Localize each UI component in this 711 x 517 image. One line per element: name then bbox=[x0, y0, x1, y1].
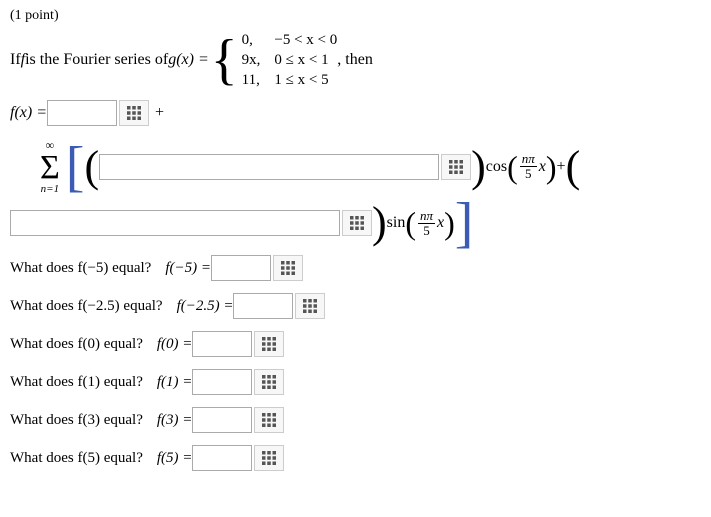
question-text: What does f(0) equal? bbox=[10, 336, 143, 353]
cos-text: cos bbox=[486, 158, 507, 176]
piece-val-2: 11, bbox=[242, 70, 261, 90]
question-text: What does f(1) equal? bbox=[10, 374, 143, 391]
answer-input[interactable] bbox=[192, 407, 252, 433]
close-paren-sin: ) bbox=[372, 205, 387, 241]
open-paren-cos: ( bbox=[84, 149, 99, 185]
piece-conditions: −5 < x < 0 0 ≤ x < 1 1 ≤ x < 5 bbox=[274, 30, 337, 90]
sin-text: sin bbox=[387, 214, 406, 232]
question-eq: f(−5) = bbox=[165, 260, 211, 277]
question-text: What does f(−5) equal? bbox=[10, 260, 151, 277]
question-row: What does f(5) equal? f(5) = bbox=[10, 445, 701, 471]
intro-mid: is the Fourier series of bbox=[25, 51, 168, 69]
question-row: What does f(3) equal? f(3) = bbox=[10, 407, 701, 433]
answer-input[interactable] bbox=[192, 331, 252, 357]
sin-arg-close: ) bbox=[444, 209, 455, 237]
cos-frac-num: nπ bbox=[520, 152, 537, 167]
sin-coef-input[interactable] bbox=[10, 210, 340, 236]
answer-input[interactable] bbox=[233, 293, 293, 319]
piece-cond-2: 1 ≤ x < 5 bbox=[274, 70, 337, 90]
series-line-1: ∞ Σ n=1 [ ( ) cos ( nπ 5 x ) + ( bbox=[40, 138, 701, 195]
question-eq: f(0) = bbox=[157, 336, 193, 353]
keypad-button[interactable] bbox=[273, 255, 303, 281]
then-text: , then bbox=[337, 51, 373, 69]
sin-frac-num: nπ bbox=[418, 209, 435, 224]
question-row: What does f(−5) equal? f(−5) = bbox=[10, 255, 701, 281]
points-label: (1 point) bbox=[10, 8, 701, 24]
open-paren-sin-start: ( bbox=[566, 149, 581, 185]
fx-equals-row: f(x) = + bbox=[10, 100, 701, 126]
intro-prefix: If bbox=[10, 51, 21, 69]
piece-val-1: 9x, bbox=[242, 50, 261, 70]
gx-eq: g(x) = bbox=[168, 51, 209, 69]
cos-coef-input[interactable] bbox=[99, 154, 439, 180]
left-brace: { bbox=[211, 36, 238, 84]
answer-input[interactable] bbox=[211, 255, 271, 281]
sigma-symbol: Σ bbox=[40, 153, 60, 183]
keypad-button[interactable] bbox=[254, 445, 284, 471]
problem-statement: If f is the Fourier series of g(x) = { 0… bbox=[10, 30, 701, 90]
question-row: What does f(0) equal? f(0) = bbox=[10, 331, 701, 357]
cos-arg-close: ) bbox=[546, 153, 557, 181]
keypad-button-a0[interactable] bbox=[119, 100, 149, 126]
plus-after-a0: + bbox=[155, 104, 164, 122]
question-text: What does f(−2.5) equal? bbox=[10, 298, 163, 315]
cos-frac-den: 5 bbox=[523, 167, 534, 181]
cos-arg-open: ( bbox=[507, 153, 518, 181]
question-text: What does f(5) equal? bbox=[10, 450, 143, 467]
piecewise-def: { 0, 9x, 11, −5 < x < 0 0 ≤ x < 1 1 ≤ x … bbox=[209, 30, 338, 90]
question-eq: f(1) = bbox=[157, 374, 193, 391]
sigma-bottom: n=1 bbox=[41, 183, 59, 195]
open-bracket: [ bbox=[66, 147, 85, 187]
keypad-button[interactable] bbox=[254, 331, 284, 357]
piece-cond-0: −5 < x < 0 bbox=[274, 30, 337, 50]
keypad-button-sin[interactable] bbox=[342, 210, 372, 236]
series-line-2: ) sin ( nπ 5 x ) ] bbox=[10, 203, 701, 243]
close-paren-cos: ) bbox=[471, 149, 486, 185]
keypad-button[interactable] bbox=[295, 293, 325, 319]
piece-val-0: 0, bbox=[242, 30, 261, 50]
sin-frac-den: 5 bbox=[421, 224, 432, 238]
question-eq: f(−2.5) = bbox=[177, 298, 234, 315]
sin-frac: nπ 5 bbox=[418, 209, 435, 238]
cos-x: x bbox=[539, 158, 546, 176]
piece-values: 0, 9x, 11, bbox=[242, 30, 261, 90]
close-bracket: ] bbox=[455, 203, 474, 243]
sin-arg-open: ( bbox=[405, 209, 416, 237]
fx-label: f(x) = bbox=[10, 104, 47, 122]
keypad-button[interactable] bbox=[254, 407, 284, 433]
question-row: What does f(−2.5) equal? f(−2.5) = bbox=[10, 293, 701, 319]
question-text: What does f(3) equal? bbox=[10, 412, 143, 429]
plus-between: + bbox=[557, 158, 566, 176]
sigma: ∞ Σ n=1 bbox=[40, 138, 60, 195]
a0-input[interactable] bbox=[47, 100, 117, 126]
keypad-button[interactable] bbox=[254, 369, 284, 395]
keypad-button-cos[interactable] bbox=[441, 154, 471, 180]
question-eq: f(5) = bbox=[157, 450, 193, 467]
question-row: What does f(1) equal? f(1) = bbox=[10, 369, 701, 395]
question-eq: f(3) = bbox=[157, 412, 193, 429]
piece-cond-1: 0 ≤ x < 1 bbox=[274, 50, 337, 70]
answer-input[interactable] bbox=[192, 445, 252, 471]
answer-input[interactable] bbox=[192, 369, 252, 395]
sin-x: x bbox=[437, 214, 444, 232]
cos-frac: nπ 5 bbox=[520, 152, 537, 181]
